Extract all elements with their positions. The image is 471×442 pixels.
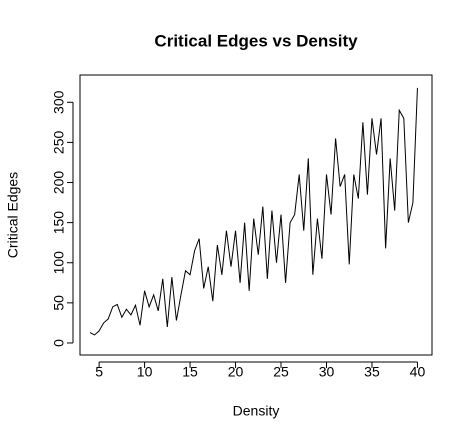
y-tick-label: 250 [51,130,67,154]
data-line [89,87,418,336]
y-tick-label: 0 [51,339,67,347]
x-tick-label: 20 [228,364,244,380]
x-tick-label: 15 [182,364,198,380]
x-tick-label: 5 [95,364,103,380]
x-tick-label: 30 [319,364,335,380]
plot-frame [79,74,433,356]
y-tick-label: 200 [51,171,67,195]
x-tick-label: 35 [364,364,380,380]
y-tick-label: 300 [51,90,67,114]
chart-title: Critical Edges vs Density [154,31,358,50]
y-tick-label: 50 [51,295,67,311]
x-axis-label: Density [233,403,280,419]
y-tick-label: 150 [51,211,67,235]
x-tick-label: 40 [410,364,426,380]
y-tick-label: 100 [51,251,67,275]
x-tick-label: 25 [273,364,289,380]
x-tick-label: 10 [137,364,153,380]
y-axis-label: Critical Edges [5,172,21,258]
